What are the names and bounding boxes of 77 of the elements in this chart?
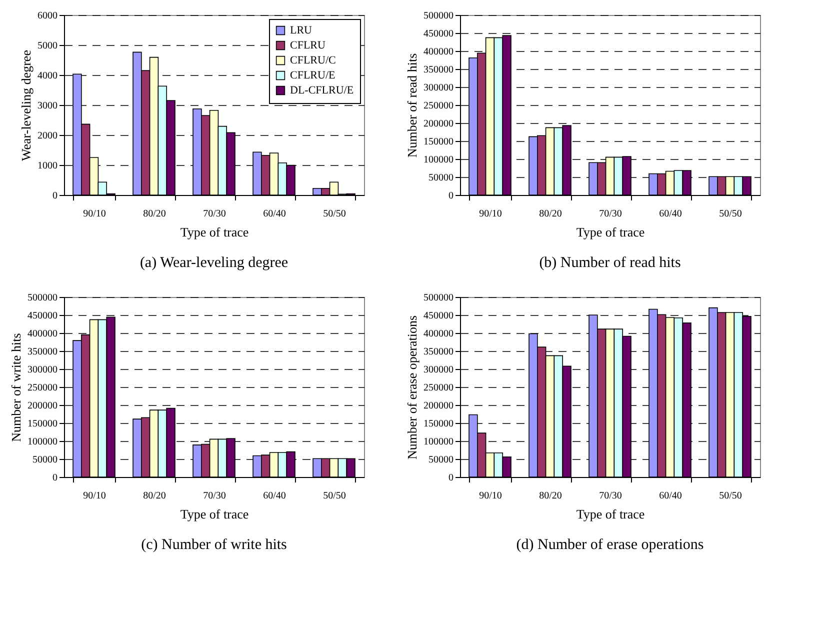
legend-label: CFLRU/C xyxy=(290,54,336,66)
y-tick-label: 4000 xyxy=(38,70,58,82)
x-tick-label: 60/40 xyxy=(263,208,286,220)
y-tick-label: 0 xyxy=(448,190,454,202)
text: (c) Number of write hits xyxy=(141,537,288,553)
y-tick-label: 1000 xyxy=(38,160,58,172)
y-tick-label: 500000 xyxy=(424,292,454,304)
y-axis-title: Wear-leveling degree xyxy=(18,50,34,161)
y-axis-title: Number of erase operations xyxy=(404,315,420,460)
x-tick-label: 50/50 xyxy=(719,490,742,502)
y-tick-label: 300000 xyxy=(28,364,58,376)
y-tick-label: 100000 xyxy=(28,436,58,448)
y-tick-label: 250000 xyxy=(424,382,454,394)
y-tick-label: 0 xyxy=(448,472,454,484)
y-tick-label: 500000 xyxy=(424,10,454,22)
x-tick-label: 90/10 xyxy=(479,208,502,220)
legend-label: CFLRU xyxy=(290,40,326,52)
x-tick-label: 60/40 xyxy=(659,208,682,220)
y-tick-label: 6000 xyxy=(38,10,58,22)
x-axis-title: Type of trace xyxy=(576,224,645,240)
x-tick-label: 80/20 xyxy=(143,208,166,220)
y-tick-label: 450000 xyxy=(28,310,58,322)
x-tick-label: 90/10 xyxy=(83,208,106,220)
x-tick-label: 90/10 xyxy=(83,490,106,502)
text: (d) Number of erase operations xyxy=(516,537,704,553)
text: (b) Number of read hits xyxy=(539,255,681,271)
y-tick-label: 300000 xyxy=(424,82,454,94)
legend-label: LRU xyxy=(290,24,312,36)
x-axis-title: Type of trace xyxy=(180,224,249,240)
x-axis-title: Type of trace xyxy=(576,506,645,522)
x-tick-label: 50/50 xyxy=(323,490,346,502)
y-tick-label: 3000 xyxy=(38,100,58,112)
y-tick-label: 50000 xyxy=(32,454,58,466)
y-tick-label: 0 xyxy=(52,472,58,484)
y-tick-label: 400000 xyxy=(424,328,454,340)
y-tick-label: 2000 xyxy=(38,130,58,142)
y-axis-title: Number of read hits xyxy=(404,53,420,158)
y-tick-label: 450000 xyxy=(424,310,454,322)
y-tick-label: 100000 xyxy=(424,436,454,448)
x-tick-label: 60/40 xyxy=(263,490,286,502)
text: (a) Wear-leveling degree xyxy=(140,255,288,271)
y-tick-label: 150000 xyxy=(424,136,454,148)
x-tick-label: 70/30 xyxy=(203,490,226,502)
y-tick-label: 350000 xyxy=(28,346,58,358)
y-tick-label: 450000 xyxy=(424,28,454,40)
x-tick-label: 90/10 xyxy=(479,490,502,502)
y-tick-label: 350000 xyxy=(424,64,454,76)
x-tick-label: 80/20 xyxy=(539,490,562,502)
y-tick-label: 50000 xyxy=(428,454,454,466)
legend-label: CFLRU/E xyxy=(290,70,336,82)
y-tick-label: 50000 xyxy=(428,172,454,184)
x-tick-label: 80/20 xyxy=(539,208,562,220)
x-tick-label: 60/40 xyxy=(659,490,682,502)
x-tick-label: 50/50 xyxy=(323,208,346,220)
x-tick-label: 50/50 xyxy=(719,208,742,220)
y-tick-label: 5000 xyxy=(38,40,58,52)
y-tick-label: 350000 xyxy=(424,346,454,358)
x-tick-label: 70/30 xyxy=(599,490,622,502)
y-tick-label: 250000 xyxy=(424,100,454,112)
y-tick-label: 200000 xyxy=(28,400,58,412)
x-tick-label: 70/30 xyxy=(599,208,622,220)
y-tick-label: 0 xyxy=(52,190,58,202)
y-tick-label: 200000 xyxy=(424,118,454,130)
x-axis-title: Type of trace xyxy=(180,506,249,522)
y-tick-label: 500000 xyxy=(28,292,58,304)
x-tick-label: 80/20 xyxy=(143,490,166,502)
y-axis-title: Number of write hits xyxy=(8,333,24,442)
x-tick-label: 70/30 xyxy=(203,208,226,220)
y-tick-label: 400000 xyxy=(424,46,454,58)
y-tick-label: 250000 xyxy=(28,382,58,394)
y-tick-label: 150000 xyxy=(28,418,58,430)
legend-label: DL-CFLRU/E xyxy=(290,84,354,96)
y-tick-label: 400000 xyxy=(28,328,58,340)
y-tick-label: 100000 xyxy=(424,154,454,166)
y-tick-label: 200000 xyxy=(424,400,454,412)
y-tick-label: 150000 xyxy=(424,418,454,430)
y-tick-label: 300000 xyxy=(424,364,454,376)
